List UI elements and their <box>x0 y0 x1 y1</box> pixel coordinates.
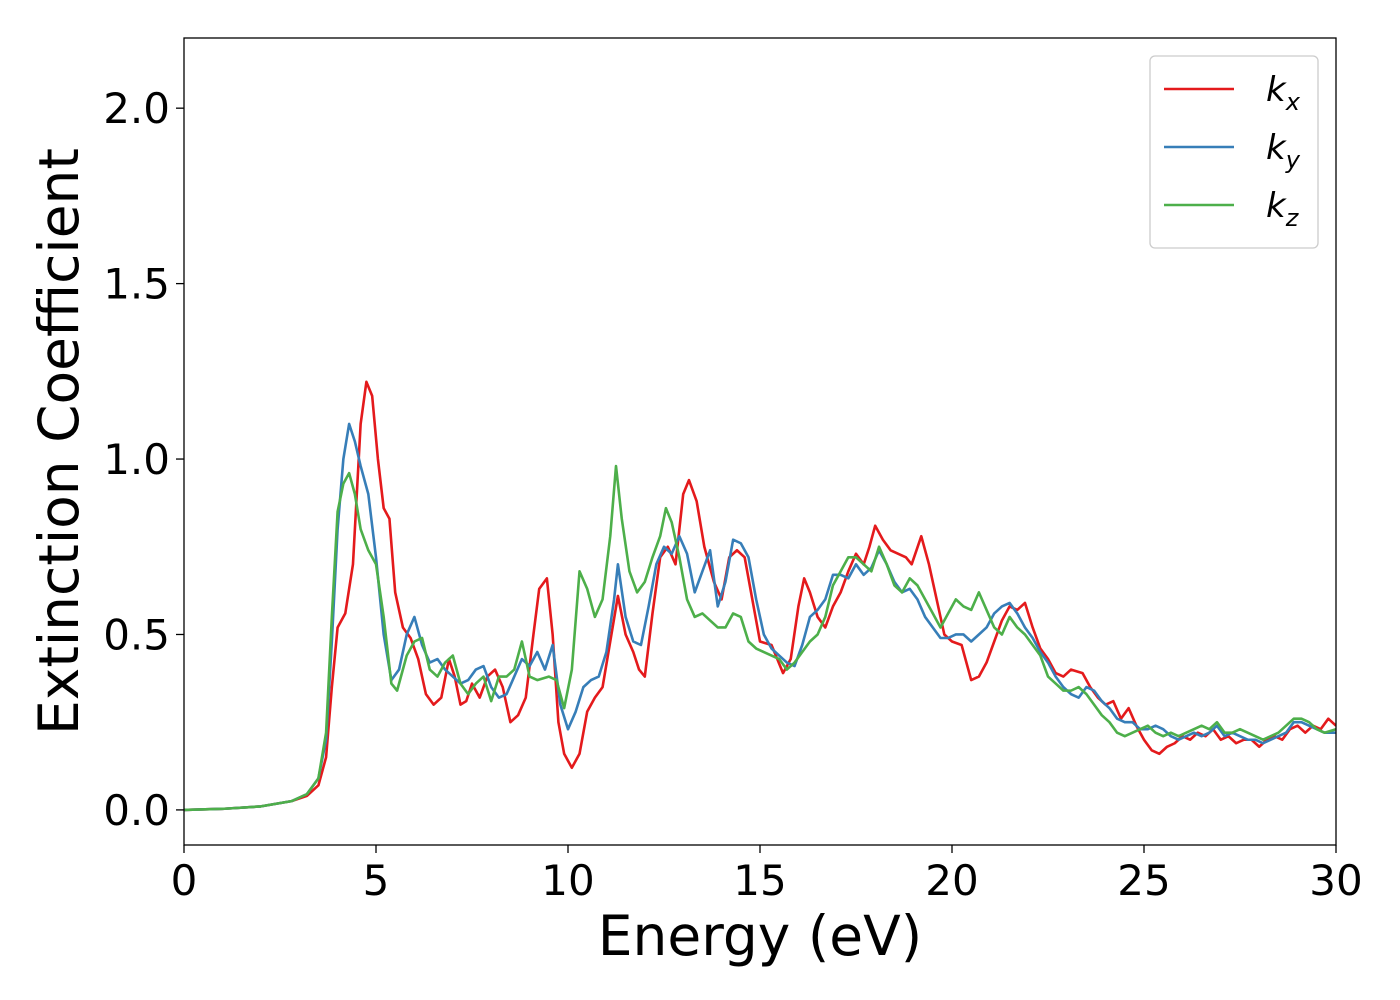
x-tick-label: 30 <box>1309 856 1362 905</box>
y-tick-label: 0.5 <box>103 610 170 659</box>
y-tick-label: 2.0 <box>103 84 170 133</box>
legend-label-main: k <box>1266 128 1287 168</box>
series-line-kx <box>184 380 1336 812</box>
y-axis-label: Extinction Coefficient <box>27 148 91 735</box>
legend-label-main: k <box>1266 186 1287 226</box>
y-tick-label: 1.5 <box>103 260 170 309</box>
legend-label-kz: kz <box>1266 186 1300 232</box>
y-tick-label: 1.0 <box>103 435 170 484</box>
legend-label-main: k <box>1266 70 1287 110</box>
x-tick-label: 5 <box>363 856 390 905</box>
legend-label-subscript: y <box>1285 146 1301 174</box>
x-axis-label: Energy (eV) <box>598 904 922 968</box>
plot-lines <box>184 380 1336 812</box>
x-tick-label: 0 <box>171 856 198 905</box>
x-tick-label: 25 <box>1117 856 1170 905</box>
x-tick-label: 20 <box>925 856 978 905</box>
x-tick-label: 10 <box>541 856 594 905</box>
legend-label-subscript: z <box>1285 204 1300 232</box>
legend-label-kx: kx <box>1266 70 1301 116</box>
legend-label-ky: ky <box>1266 128 1301 174</box>
legend-box <box>1149 55 1319 249</box>
x-axis-ticks: 0 5 10 15 20 25 30 <box>171 845 1363 905</box>
x-tick-label: 15 <box>733 856 786 905</box>
y-axis-ticks: 0.0 0.5 1.0 1.5 2.0 <box>103 84 184 835</box>
series-line-kz <box>184 464 1336 812</box>
legend-label-subscript: x <box>1285 88 1301 116</box>
y-tick-label: 0.0 <box>103 786 170 835</box>
